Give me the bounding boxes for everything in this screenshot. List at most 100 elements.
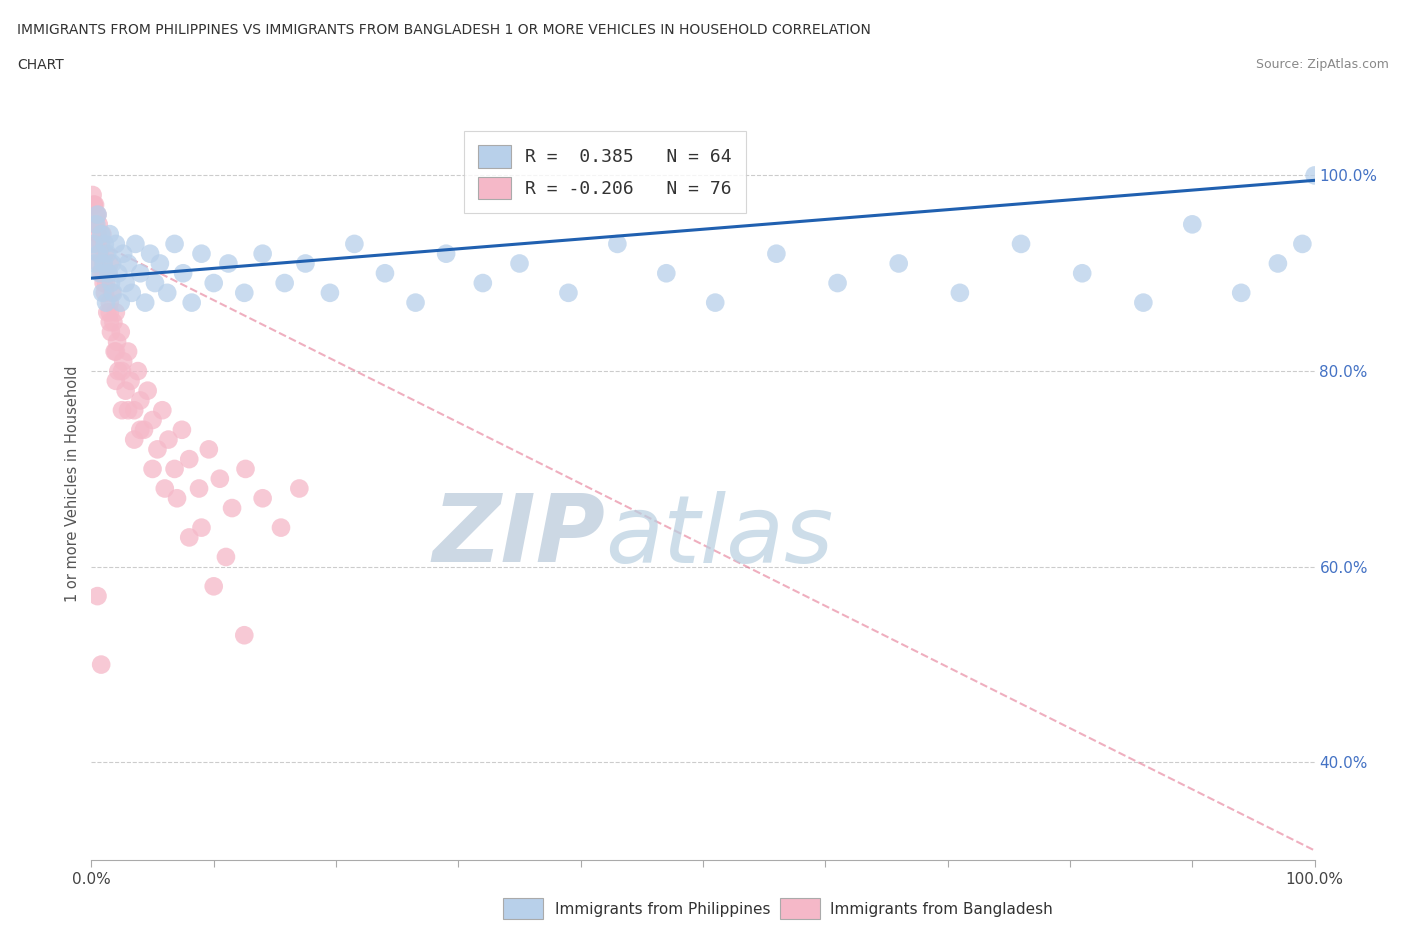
Point <box>87 246 110 261</box>
Point <box>1010 236 1032 251</box>
Point <box>129 422 152 437</box>
Point <box>114 383 136 398</box>
Point <box>949 286 972 300</box>
Point <box>98 305 121 320</box>
Point <box>86 207 108 222</box>
Point <box>217 256 239 271</box>
Point <box>252 246 274 261</box>
Point <box>208 472 231 486</box>
Point <box>180 295 202 310</box>
Point <box>1303 168 1326 183</box>
Point <box>233 286 256 300</box>
Point <box>98 227 121 242</box>
Point <box>90 236 112 251</box>
Point <box>91 286 114 300</box>
Point <box>704 295 727 310</box>
Point <box>104 344 127 359</box>
Point <box>150 403 173 418</box>
Point <box>93 256 115 271</box>
Point <box>84 256 107 271</box>
Text: ZIP: ZIP <box>432 490 605 582</box>
Point <box>96 246 118 261</box>
Point <box>98 295 121 310</box>
Legend: R =  0.385   N = 64, R = -0.206   N = 76: R = 0.385 N = 64, R = -0.206 N = 76 <box>464 131 747 213</box>
Point <box>87 256 110 271</box>
Point <box>86 207 108 222</box>
Point <box>104 344 127 359</box>
Point <box>127 364 149 379</box>
Point <box>114 275 136 290</box>
Point <box>84 217 107 232</box>
Point <box>163 461 186 476</box>
Point <box>82 188 104 203</box>
Point <box>190 520 212 535</box>
Point <box>170 422 193 437</box>
Point <box>105 334 128 349</box>
Point <box>172 266 194 281</box>
Point <box>471 275 494 290</box>
Point <box>97 266 120 281</box>
Point <box>112 246 135 261</box>
Point <box>94 286 117 300</box>
Text: IMMIGRANTS FROM PHILIPPINES VS IMMIGRANTS FROM BANGLADESH 1 OR MORE VEHICLES IN : IMMIGRANTS FROM PHILIPPINES VS IMMIGRANT… <box>17 23 870 37</box>
Point <box>84 207 107 222</box>
Point <box>101 256 124 271</box>
Text: CHART: CHART <box>17 58 63 72</box>
Point <box>93 266 115 281</box>
Point <box>90 266 112 281</box>
Point <box>107 364 129 379</box>
Point <box>270 520 292 535</box>
Point <box>90 658 112 672</box>
Point <box>434 246 457 261</box>
Point <box>765 246 787 261</box>
Point <box>96 305 118 320</box>
Point <box>198 442 221 457</box>
Point <box>179 452 201 467</box>
Point <box>110 295 132 310</box>
Point <box>202 275 225 290</box>
Point <box>104 305 127 320</box>
Point <box>112 354 135 369</box>
Point <box>121 286 143 300</box>
Point <box>111 403 134 418</box>
Point <box>163 236 186 251</box>
Point <box>117 256 139 271</box>
Point <box>94 246 117 261</box>
Point <box>1267 256 1289 271</box>
Text: atlas: atlas <box>605 491 834 582</box>
Point <box>100 325 122 339</box>
Point <box>86 589 108 604</box>
Point <box>83 236 105 251</box>
Point <box>98 256 121 271</box>
Point <box>91 227 114 242</box>
Point <box>129 266 152 281</box>
Point <box>132 422 155 437</box>
Point <box>94 275 117 290</box>
Point <box>153 481 176 496</box>
Point <box>374 266 396 281</box>
Point <box>149 256 172 271</box>
Point <box>117 344 139 359</box>
Point <box>343 236 366 251</box>
Point <box>117 403 139 418</box>
Point <box>89 266 111 281</box>
Point <box>124 236 146 251</box>
Point <box>606 236 628 251</box>
Point <box>86 227 108 242</box>
Point <box>93 256 115 271</box>
Point <box>179 530 201 545</box>
Point <box>101 286 124 300</box>
Point <box>1071 266 1094 281</box>
Point <box>1230 286 1253 300</box>
Point <box>86 236 108 251</box>
Point <box>319 286 342 300</box>
Point <box>94 295 117 310</box>
Point <box>146 442 169 457</box>
Point <box>139 246 162 261</box>
Point <box>98 314 121 329</box>
Point <box>1181 217 1204 232</box>
Point <box>120 374 142 389</box>
Point <box>190 246 212 261</box>
Point <box>166 491 188 506</box>
Point <box>129 393 152 408</box>
